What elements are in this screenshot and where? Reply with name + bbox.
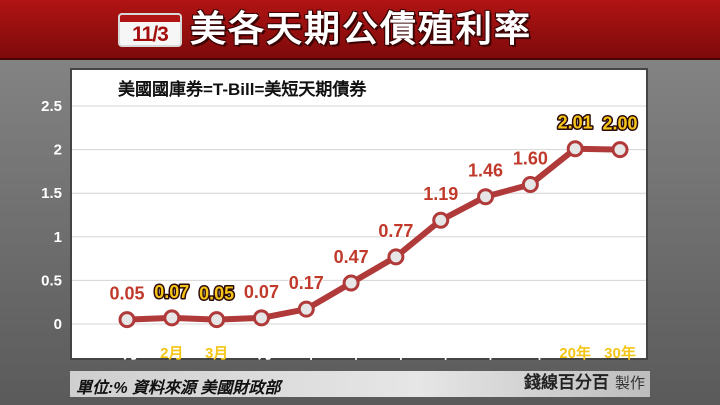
date-text: 11/3 — [132, 23, 169, 46]
y-tick-label: 2 — [54, 142, 62, 159]
logo-suffix: 製作 — [615, 375, 646, 392]
x-tick-label: 3月 — [205, 345, 228, 362]
header-bar: 11/3 美各天期公債殖利率 — [0, 0, 720, 60]
data-point — [477, 188, 495, 206]
x-tick-label: 1月 — [115, 345, 138, 362]
x-tick-label: 3年 — [384, 344, 407, 362]
data-point — [208, 311, 226, 329]
data-label: 2.00 — [602, 114, 637, 134]
data-point — [342, 274, 360, 292]
data-point — [611, 141, 629, 159]
x-tick-label: 5年 — [429, 344, 452, 362]
data-point — [566, 140, 584, 158]
data-point — [432, 211, 450, 229]
calendar-icon — [120, 15, 180, 22]
x-tick-label: 1年 — [295, 344, 318, 362]
data-point — [521, 175, 539, 193]
x-tick-label: 7年 — [474, 344, 497, 362]
y-tick-label: 0 — [54, 316, 62, 333]
data-point — [252, 309, 270, 327]
y-tick-label: 1 — [54, 229, 62, 246]
source-note: 單位:% 資料來源 美國財政部 — [76, 380, 281, 397]
data-point — [387, 248, 405, 266]
data-label: 1.19 — [423, 184, 458, 204]
logo-brand: 錢線百分百 — [524, 373, 609, 392]
data-label: 0.17 — [289, 273, 324, 293]
data-label: 0.07 — [154, 282, 189, 302]
x-tick-label: 2年 — [339, 344, 362, 362]
data-label: 2.01 — [558, 113, 593, 133]
data-label: 0.05 — [109, 284, 144, 304]
y-tick-label: 0.5 — [41, 272, 62, 289]
data-label: 1.46 — [468, 161, 503, 181]
x-tick-label: 6月 — [250, 345, 273, 362]
data-label: 1.60 — [513, 148, 548, 168]
data-label: 0.47 — [334, 247, 369, 267]
y-tick-label: 2.5 — [41, 98, 62, 115]
x-tick-label: 20年 — [559, 344, 591, 362]
chart-panel — [70, 68, 648, 360]
data-point — [297, 300, 315, 318]
data-label: 0.07 — [244, 282, 279, 302]
channel-logo: 錢線百分百 製作 — [524, 372, 645, 394]
data-label: 0.05 — [199, 284, 234, 304]
date-badge: 11/3 — [118, 13, 182, 47]
data-label: 0.77 — [378, 221, 413, 241]
page-title: 美各天期公債殖利率 — [190, 8, 533, 49]
y-tick-label: 1.5 — [41, 185, 62, 202]
data-point — [118, 311, 136, 329]
x-tick-label: 2月 — [160, 345, 183, 362]
footer-bar — [70, 371, 650, 397]
x-tick-label: 30年 — [604, 344, 636, 362]
chart-subtitle: 美國國庫券=T-Bill=美短天期債券 — [118, 80, 367, 99]
data-point — [163, 309, 181, 327]
x-tick-label: 10年 — [515, 344, 547, 362]
